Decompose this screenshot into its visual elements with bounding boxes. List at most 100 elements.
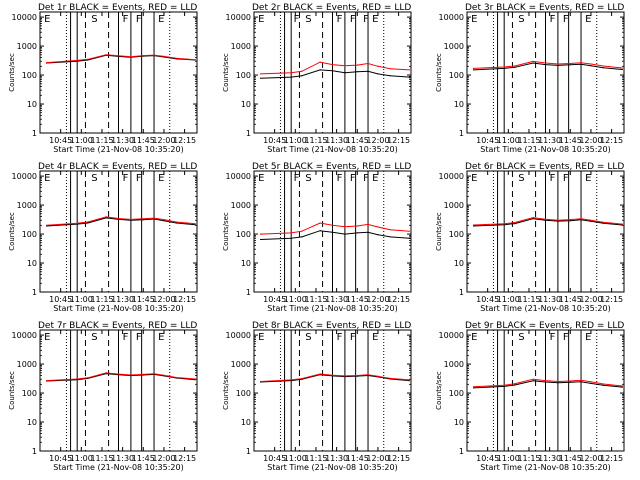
events-data-point xyxy=(557,382,559,384)
x-tick-label: 10:45 xyxy=(476,295,499,304)
x-tick-label: 12:15 xyxy=(173,295,196,304)
events-data-point xyxy=(367,231,369,233)
events-data-point xyxy=(557,64,559,66)
lld-data-point xyxy=(194,378,196,380)
events-data-point xyxy=(389,236,391,238)
x-tick-label: 12:15 xyxy=(387,454,410,463)
lld-data-point xyxy=(163,55,165,58)
y-tick-label: 10 xyxy=(454,259,464,268)
y-tick-label: 1 xyxy=(246,447,251,456)
plot-frame xyxy=(39,170,198,293)
lld-data-point xyxy=(602,383,604,385)
region-label: E xyxy=(372,173,378,184)
y-tick-label: 1 xyxy=(459,129,464,138)
lld-data-point xyxy=(319,373,321,375)
x-tick-label: 10:45 xyxy=(263,136,286,145)
lld-data-point xyxy=(142,373,144,375)
x-tick-label: 10:45 xyxy=(49,454,72,463)
events-data-point xyxy=(319,69,321,71)
y-tick-label: 100 xyxy=(22,71,37,80)
events-data-point xyxy=(503,224,505,226)
events-data-point xyxy=(602,67,604,69)
region-label: F xyxy=(563,332,569,343)
lld-data-point xyxy=(344,65,346,67)
y-tick-label: 1 xyxy=(246,129,251,138)
events-data-point xyxy=(163,220,165,222)
panel-6: Det 6r BLACK = Events, RED = LLD 1 10 100 10… xyxy=(435,162,625,313)
events-data-point xyxy=(290,76,292,78)
lld-data-point xyxy=(344,375,346,377)
events-data-point xyxy=(514,66,516,68)
x-tick-label: 11:00 xyxy=(284,454,307,463)
y-tick-label: 100 xyxy=(22,389,37,398)
x-axis-label: Start Time (21-Nov-08 10:35:20) xyxy=(480,304,610,313)
y-axis-label: Counts/sec xyxy=(8,371,16,410)
lld-data-point xyxy=(514,383,516,385)
region-label: E xyxy=(471,332,477,343)
y-tick-label: 1000 xyxy=(17,201,37,210)
y-tick-label: 1000 xyxy=(231,201,251,210)
y-tick-label: 10 xyxy=(241,259,251,268)
lld-data-point xyxy=(194,59,196,61)
lld-series-line xyxy=(473,378,623,388)
region-label: S xyxy=(305,173,311,184)
events-data-point xyxy=(356,232,358,234)
x-tick-label: 11:15 xyxy=(304,136,327,145)
lld-data-point xyxy=(621,385,623,387)
x-tick-label: 11:00 xyxy=(70,136,93,145)
region-label: F xyxy=(136,173,142,184)
lld-data-point xyxy=(153,54,155,56)
lld-data-point xyxy=(87,58,89,60)
lld-data-point xyxy=(389,229,391,231)
y-tick-label: 10 xyxy=(454,100,464,109)
region-label: S xyxy=(518,14,524,25)
events-data-point xyxy=(590,382,592,384)
lld-data-point xyxy=(580,379,582,381)
region-label: F xyxy=(337,173,343,184)
y-tick-label: 100 xyxy=(22,230,37,239)
region-label: E xyxy=(471,14,477,25)
y-tick-label: 10 xyxy=(454,418,464,427)
x-tick-label: 11:15 xyxy=(90,136,113,145)
x-tick-label: 11:45 xyxy=(346,136,369,145)
lld-data-point xyxy=(557,63,559,65)
lld-data-point xyxy=(105,216,107,218)
region-label: E xyxy=(258,14,264,25)
lld-series-line xyxy=(260,373,410,382)
region-label: S xyxy=(518,332,524,343)
lld-data-point xyxy=(602,221,604,223)
y-tick-label: 10000 xyxy=(226,172,251,181)
y-tick-label: 100 xyxy=(236,389,251,398)
x-tick-label: 12:00 xyxy=(152,136,175,145)
x-tick-label: 12:15 xyxy=(387,295,410,304)
region-label: E xyxy=(585,332,591,343)
region-label: F xyxy=(136,332,142,343)
lld-data-point xyxy=(130,56,132,58)
region-label: F xyxy=(550,332,556,343)
y-tick-label: 1 xyxy=(246,288,251,297)
region-label: S xyxy=(91,173,97,184)
panel-1: Det 1r BLACK = Events, RED = LLD 1 10 100 10… xyxy=(8,3,198,154)
x-tick-label: 11:30 xyxy=(111,136,134,145)
region-label: E xyxy=(372,332,378,343)
y-tick-label: 1 xyxy=(32,129,37,138)
lld-data-point xyxy=(557,219,559,221)
y-tick-label: 10000 xyxy=(439,172,464,181)
lld-data-point xyxy=(130,218,132,220)
y-tick-label: 1000 xyxy=(444,360,464,369)
lld-data-point xyxy=(356,64,358,66)
x-tick-label: 12:00 xyxy=(366,454,389,463)
x-tick-label: 12:15 xyxy=(600,295,623,304)
panel-title: Det 7r BLACK = Events, RED = LLD xyxy=(38,321,197,331)
lld-data-point xyxy=(367,62,369,65)
lld-data-point xyxy=(117,217,120,220)
lld-data-point xyxy=(331,64,334,66)
region-label: E xyxy=(158,173,164,184)
panel-9: Det 9r BLACK = Events, RED = LLD 1 10 100 10… xyxy=(435,321,625,472)
y-tick-label: 10 xyxy=(241,418,251,427)
lld-data-point xyxy=(544,62,547,64)
lld-data-point xyxy=(290,72,292,74)
region-label: S xyxy=(305,14,311,25)
events-data-point xyxy=(260,77,262,79)
x-tick-label: 11:15 xyxy=(90,454,113,463)
